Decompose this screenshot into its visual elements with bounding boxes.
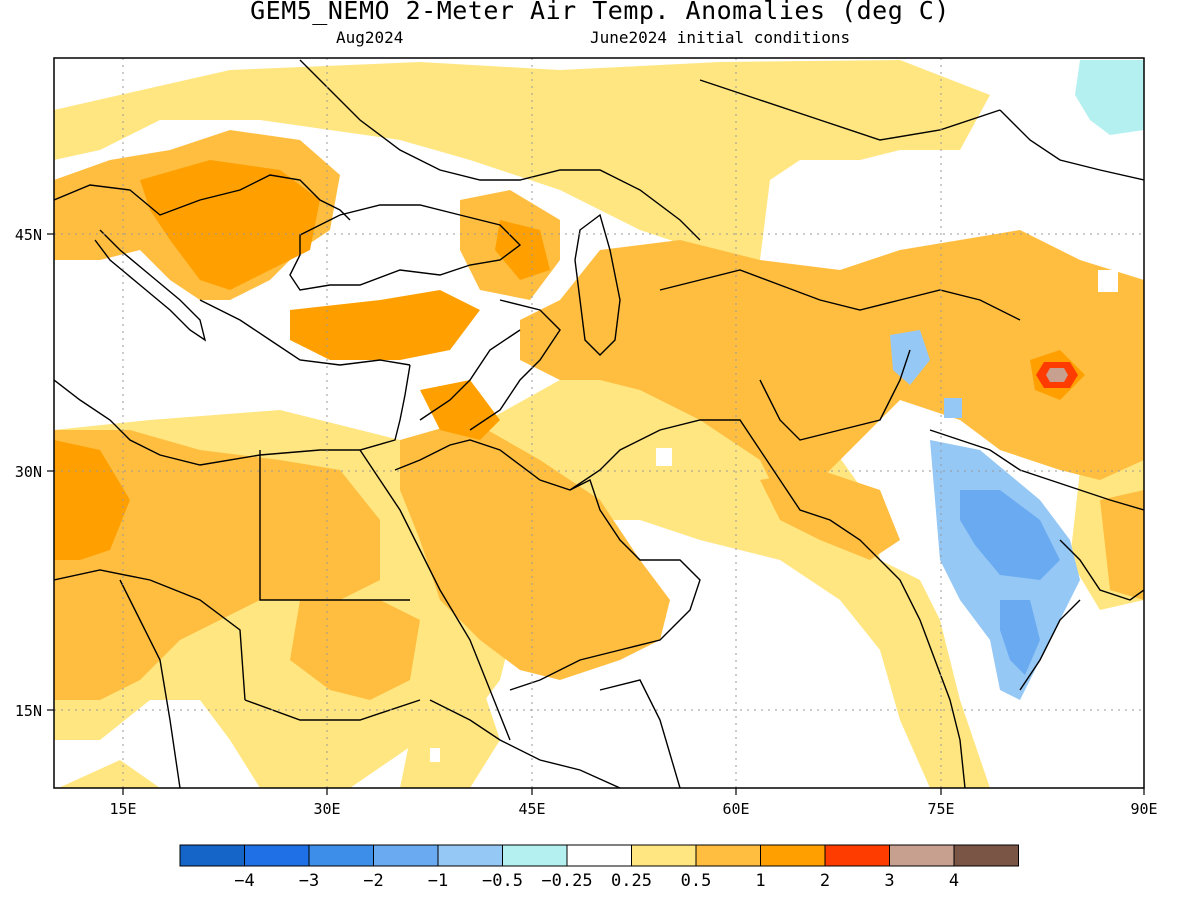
colorbar-label: 0.25 — [611, 871, 652, 891]
colorbar-label: 0.5 — [681, 871, 712, 891]
colorbar-swatch — [566, 844, 632, 867]
map-frame — [53, 57, 1145, 789]
x-tick-label: 30E — [313, 800, 340, 818]
colorbar-swatch — [308, 844, 374, 867]
colorbar-labels: −4 −3 −2 −1 −0.5 −0.25 0.25 0.5 1 2 3 4 — [234, 871, 959, 891]
colorbar-label: −1 — [428, 871, 448, 891]
near-zero-patches — [60, 260, 1118, 762]
x-tick-label: 60E — [722, 800, 749, 818]
valid-month-label: Aug2024 — [336, 28, 404, 47]
y-tick-label: 30N — [15, 463, 42, 481]
negative-anomaly-regions — [890, 60, 1144, 700]
colorbar-swatch — [631, 844, 697, 867]
anomaly-1-2-region — [54, 160, 1085, 560]
initial-conditions-label: June2024 initial conditions — [590, 28, 851, 47]
x-tick-label: 90E — [1130, 800, 1157, 818]
colorbar-swatch — [437, 844, 503, 867]
colorbar-label: −0.25 — [541, 871, 592, 891]
colorbar-swatch — [889, 844, 955, 867]
map-title: GEM5_NEMO 2-Meter Air Temp. Anomalies (d… — [250, 0, 950, 25]
colorbar-swatch — [953, 844, 1019, 867]
colorbar-swatch — [373, 844, 439, 867]
colorbar-label: −4 — [234, 871, 254, 891]
colorbar-label: −3 — [299, 871, 319, 891]
lat-lon-grid — [54, 58, 1144, 788]
anomaly-3-4-region — [1046, 368, 1068, 382]
colorbar-label: 4 — [949, 871, 959, 891]
colorbar-swatch — [824, 844, 890, 867]
axis-ticks — [47, 233, 1145, 795]
colorbar — [179, 844, 1019, 867]
colorbar-swatch — [760, 844, 826, 867]
colorbar-label: 2 — [820, 871, 830, 891]
colorbar-swatch — [179, 844, 245, 867]
colorbar-swatch — [695, 844, 761, 867]
anomaly-shading — [54, 58, 1144, 788]
colorbar-label: −2 — [363, 871, 383, 891]
y-tick-label: 45N — [15, 226, 42, 244]
colorbar-swatch — [502, 844, 568, 867]
colorbar-label: 3 — [884, 871, 894, 891]
x-tick-label: 45E — [518, 800, 545, 818]
y-tick-label: 15N — [15, 702, 42, 720]
colorbar-label: 1 — [755, 871, 765, 891]
x-tick-label: 75E — [927, 800, 954, 818]
colorbar-swatch — [244, 844, 310, 867]
colorbar-label: −0.5 — [482, 871, 523, 891]
x-tick-label: 15E — [109, 800, 136, 818]
coastlines — [54, 59, 1144, 788]
